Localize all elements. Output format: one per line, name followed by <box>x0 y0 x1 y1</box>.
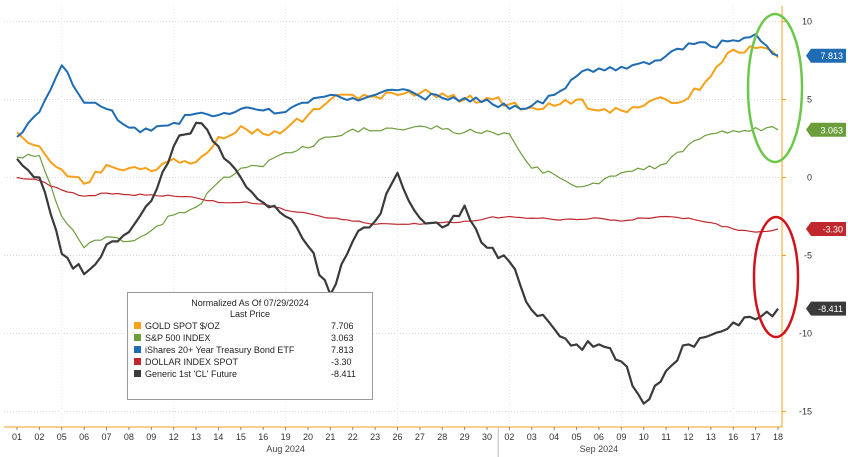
last-value-tag-text: -3.30 <box>822 224 843 234</box>
x-tick-label: 22 <box>348 432 358 442</box>
last-value-tags: 7.813 3.063 -3.30 -8.411 <box>806 48 846 316</box>
x-tick-label: 26 <box>392 432 402 442</box>
legend: Normalized As Of 07/29/2024 Last Price G… <box>127 292 373 400</box>
x-tick-label: 12 <box>169 432 179 442</box>
legend-swatch <box>134 358 141 365</box>
series-line <box>16 33 779 138</box>
legend-item: Generic 1st 'CL' Future -8.411 <box>134 368 372 380</box>
legend-title: Normalized As Of 07/29/2024 <box>191 298 309 308</box>
x-tick-label: 28 <box>437 432 447 442</box>
last-value-tag-text: 7.813 <box>820 51 843 61</box>
legend-swatch <box>134 346 141 353</box>
legend-item-value: -3.30 <box>331 357 352 367</box>
x-tick-label: 13 <box>706 432 716 442</box>
legend-item-name: DOLLAR INDEX SPOT <box>145 357 239 367</box>
x-tick-label: 02 <box>504 432 514 442</box>
x-tick-label: 15 <box>236 432 246 442</box>
x-tick-label: 16 <box>258 432 268 442</box>
x-tick-label: 07 <box>102 432 112 442</box>
x-tick-label: 04 <box>549 432 559 442</box>
last-value-tag: 7.813 <box>806 48 846 63</box>
x-tick-label: 09 <box>616 432 626 442</box>
x-tick-label: 27 <box>415 432 425 442</box>
x-tick-label: 06 <box>79 432 89 442</box>
x-tick-label: 03 <box>527 432 537 442</box>
legend-item: GOLD SPOT $/OZ 7.706 <box>134 320 372 332</box>
x-tick-label: 20 <box>303 432 313 442</box>
last-value-tag: -8.411 <box>806 301 846 316</box>
legend-item-name: GOLD SPOT $/OZ <box>145 321 220 331</box>
legend-item-value: 7.706 <box>331 321 354 331</box>
series-line <box>16 125 779 249</box>
last-value-tag-bg <box>806 301 846 316</box>
last-value-tag-bg <box>806 221 846 236</box>
y-tick-label: -5 <box>804 250 812 260</box>
y-tick-label: 5 <box>807 95 812 105</box>
x-tick-label: 17 <box>751 432 761 442</box>
y-tick-label: -10 <box>799 328 812 338</box>
x-tick-label: 01 <box>12 432 22 442</box>
legend-item: DOLLAR INDEX SPOT -3.30 <box>134 356 372 368</box>
series-line <box>16 176 779 233</box>
last-value-tag-bg <box>806 122 846 137</box>
x-tick-label: 13 <box>191 432 201 442</box>
annotation-ellipse-green <box>746 12 804 164</box>
last-value-tag-bg <box>806 48 846 63</box>
legend-item: S&P 500 INDEX 3.063 <box>134 332 372 344</box>
x-tick-label: 30 <box>482 432 492 442</box>
x-tick-label: 21 <box>325 432 335 442</box>
legend-item-name: S&P 500 INDEX <box>145 333 211 343</box>
x-month-label: Sep 2024 <box>580 444 619 454</box>
series-line <box>16 45 779 185</box>
x-tick-label: 12 <box>683 432 693 442</box>
legend-swatch <box>134 334 141 341</box>
x-tick-label: 05 <box>57 432 67 442</box>
legend-swatch <box>134 322 141 329</box>
last-value-tag: 3.063 <box>806 122 846 137</box>
x-tick-label: 16 <box>728 432 738 442</box>
last-value-tag-text: 3.063 <box>820 125 843 135</box>
legend-item-name: iShares 20+ Year Treasury Bond ETF <box>145 345 295 355</box>
legend-item-value: 3.063 <box>331 333 354 343</box>
x-tick-label: 06 <box>594 432 604 442</box>
x-tick-label: 14 <box>213 432 223 442</box>
x-tick-label: 11 <box>661 432 670 442</box>
y-tick-label: 0 <box>807 173 812 183</box>
last-value-tag-text: -8.411 <box>818 304 843 314</box>
legend-item: iShares 20+ Year Treasury Bond ETF 7.813 <box>134 344 372 356</box>
x-tick-label: 05 <box>572 432 582 442</box>
series-lines <box>16 33 779 405</box>
x-month-label: Aug 2024 <box>266 444 305 454</box>
x-tick-label: 19 <box>281 432 291 442</box>
legend-swatch <box>134 370 141 377</box>
legend-item-name: Generic 1st 'CL' Future <box>145 369 237 379</box>
series-line <box>16 121 779 405</box>
y-tick-label: -15 <box>799 406 812 416</box>
x-tick-label: 23 <box>370 432 380 442</box>
x-tick-label: 02 <box>34 432 44 442</box>
last-value-tag: -3.30 <box>806 221 846 236</box>
y-tick-label: 10 <box>802 17 812 27</box>
annotation-ellipse-red <box>752 215 800 339</box>
legend-rows: GOLD SPOT $/OZ 7.706 S&P 500 INDEX 3.063 iSh… <box>128 320 372 380</box>
legend-item-value: 7.813 <box>331 345 354 355</box>
annotations <box>746 12 804 339</box>
x-tick-label: 18 <box>773 432 783 442</box>
legend-subtitle: Last Price <box>229 309 271 319</box>
x-tick-label: 09 <box>146 432 156 442</box>
legend-item-value: -8.411 <box>331 369 356 379</box>
x-tick-label: 29 <box>460 432 470 442</box>
x-tick-label: 08 <box>124 432 134 442</box>
axes: 10 5 0 -5 -10 -15 01 02 05 06 07 08 09 12 13 14 15 16 19 20… <box>4 6 812 457</box>
x-tick-label: 10 <box>639 432 649 442</box>
